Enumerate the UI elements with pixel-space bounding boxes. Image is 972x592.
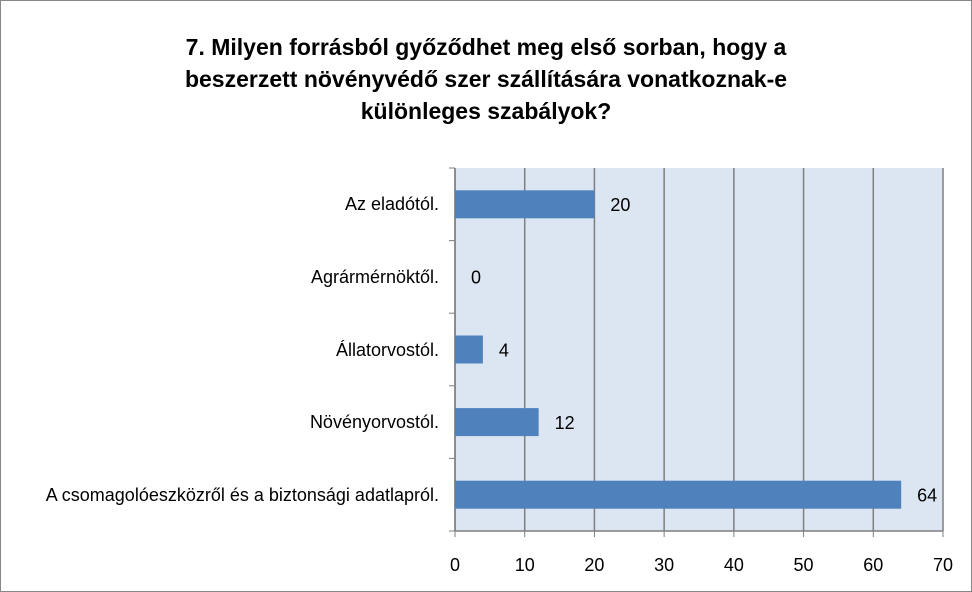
bar: [455, 335, 483, 364]
bar: [455, 480, 902, 509]
x-tick-label: 30: [654, 555, 674, 575]
y-tick-label-box: Az eladótól.: [9, 191, 439, 217]
x-tick-label: 50: [794, 555, 814, 575]
bar: [455, 408, 539, 437]
y-tick-label-box: A csomagolóeszközről és a biztonsági ada…: [9, 482, 439, 508]
y-tick-label: A csomagolóeszközről és a biztonsági ada…: [45, 484, 439, 505]
x-tick-label: 0: [450, 555, 460, 575]
y-tick-label-box: Agrármérnöktől.: [9, 264, 439, 290]
y-tick-label-box: Növényorvostól.: [9, 409, 439, 435]
y-tick-label: Az eladótól.: [344, 194, 439, 215]
y-tick-label: Állatorvostól.: [335, 339, 439, 360]
value-label: 20: [610, 195, 630, 215]
x-tick-label: 60: [863, 555, 883, 575]
value-label: 4: [499, 340, 509, 360]
plot-background: [455, 168, 943, 531]
value-label: 0: [471, 268, 481, 288]
y-tick-label-box: Állatorvostól.: [9, 337, 439, 363]
value-label: 64: [917, 485, 937, 505]
value-label: 12: [555, 413, 575, 433]
y-tick-label: Növényorvostól.: [309, 412, 439, 433]
y-tick-label: Agrármérnöktől.: [310, 266, 439, 287]
chart-title: 7. Milyen forrásból győződhet meg első s…: [184, 34, 788, 124]
x-tick-label: 10: [515, 555, 535, 575]
bar: [455, 190, 595, 219]
x-tick-label: 70: [933, 555, 953, 575]
x-tick-label: 20: [584, 555, 604, 575]
x-tick-label: 40: [724, 555, 744, 575]
